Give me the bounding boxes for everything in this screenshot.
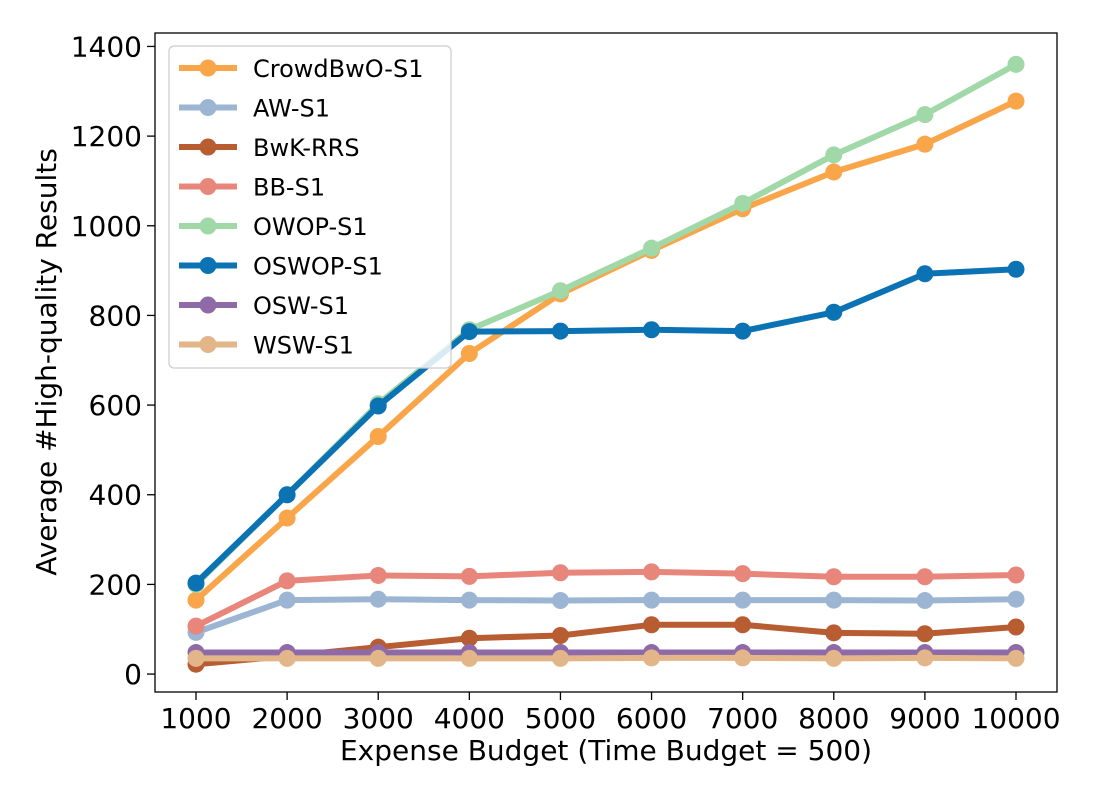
x-tick-label: 10000 (971, 702, 1060, 735)
y-tick-label: 1000 (71, 210, 142, 243)
data-point (825, 624, 842, 641)
series-bwk-rrs (188, 616, 1025, 672)
data-point (643, 592, 660, 609)
legend-swatch-marker (200, 257, 217, 274)
data-point (552, 323, 569, 340)
legend-label: OSWOP-S1 (253, 253, 383, 281)
x-tick-label: 2000 (251, 702, 322, 735)
x-tick-label: 6000 (616, 702, 687, 735)
data-point (916, 625, 933, 642)
x-tick-label: 9000 (889, 702, 960, 735)
data-point (916, 649, 933, 666)
x-tick-label: 4000 (434, 702, 505, 735)
y-tick-label: 800 (89, 299, 142, 332)
data-point (825, 650, 842, 667)
data-point (643, 240, 660, 257)
data-point (734, 649, 751, 666)
data-point (734, 323, 751, 340)
legend-swatch-marker (200, 178, 217, 195)
x-tick-label: 5000 (525, 702, 596, 735)
x-axis-label: Expense Budget (Time Budget = 500) (340, 734, 872, 767)
legend: CrowdBwO-S1 AW-S1 BwK-RRS BB-S1 OWOP-S1 OSWOP… (169, 46, 451, 368)
data-point (643, 563, 660, 580)
data-point (461, 345, 478, 362)
y-tick-label: 400 (89, 479, 142, 512)
data-point (825, 304, 842, 321)
data-point (461, 323, 478, 340)
data-point (734, 592, 751, 609)
data-point (279, 650, 296, 667)
data-point (916, 136, 933, 153)
data-point (916, 265, 933, 282)
data-point (370, 567, 387, 584)
legend-swatch-marker (200, 336, 217, 353)
data-point (1008, 591, 1025, 608)
legend-label: BwK-RRS (253, 134, 360, 162)
data-point (370, 591, 387, 608)
legend-swatch-marker (200, 218, 217, 235)
data-point (1008, 93, 1025, 110)
data-point (916, 106, 933, 123)
data-point (1008, 56, 1025, 73)
legend-swatch-marker (200, 297, 217, 314)
data-point (552, 282, 569, 299)
data-point (1008, 650, 1025, 667)
x-tick-label: 8000 (798, 702, 869, 735)
legend-label: AW-S1 (253, 95, 330, 123)
data-point (643, 649, 660, 666)
data-point (279, 486, 296, 503)
legend-label: BB-S1 (253, 174, 325, 202)
legend-label: WSW-S1 (253, 332, 354, 360)
data-point (188, 650, 205, 667)
y-tick-label: 1200 (71, 120, 142, 153)
data-point (279, 510, 296, 527)
data-point (370, 428, 387, 445)
data-point (552, 627, 569, 644)
data-point (370, 397, 387, 414)
data-point (825, 163, 842, 180)
data-point (188, 592, 205, 609)
x-tick-label: 7000 (707, 702, 778, 735)
data-point (279, 592, 296, 609)
data-point (1008, 261, 1025, 278)
data-point (825, 146, 842, 163)
data-point (370, 650, 387, 667)
data-point (461, 568, 478, 585)
data-point (916, 592, 933, 609)
y-axis-label: Average #High-quality Results (30, 148, 63, 576)
y-tick-label: 200 (89, 568, 142, 601)
legend-label: OSW-S1 (253, 292, 349, 320)
data-point (1008, 566, 1025, 583)
data-point (552, 564, 569, 581)
data-point (825, 568, 842, 585)
x-tick-label: 3000 (343, 702, 414, 735)
data-point (916, 568, 933, 585)
data-point (461, 650, 478, 667)
data-point (552, 592, 569, 609)
data-point (643, 321, 660, 338)
data-point (734, 616, 751, 633)
data-point (734, 565, 751, 582)
y-tick-label: 1400 (71, 30, 142, 63)
legend-label: OWOP-S1 (253, 213, 368, 241)
data-point (825, 592, 842, 609)
data-point (643, 616, 660, 633)
data-point (734, 195, 751, 212)
data-point (188, 575, 205, 592)
data-point (461, 592, 478, 609)
data-point (188, 618, 205, 635)
x-tick-label: 1000 (160, 702, 231, 735)
data-point (1008, 618, 1025, 635)
legend-swatch-marker (200, 139, 217, 156)
y-tick-label: 600 (89, 389, 142, 422)
legend-label: CrowdBwO-S1 (253, 55, 423, 83)
data-point (552, 650, 569, 667)
y-tick-label: 0 (124, 658, 142, 691)
legend-swatch-marker (200, 99, 217, 116)
legend-swatch-marker (200, 60, 217, 77)
data-point (279, 572, 296, 589)
